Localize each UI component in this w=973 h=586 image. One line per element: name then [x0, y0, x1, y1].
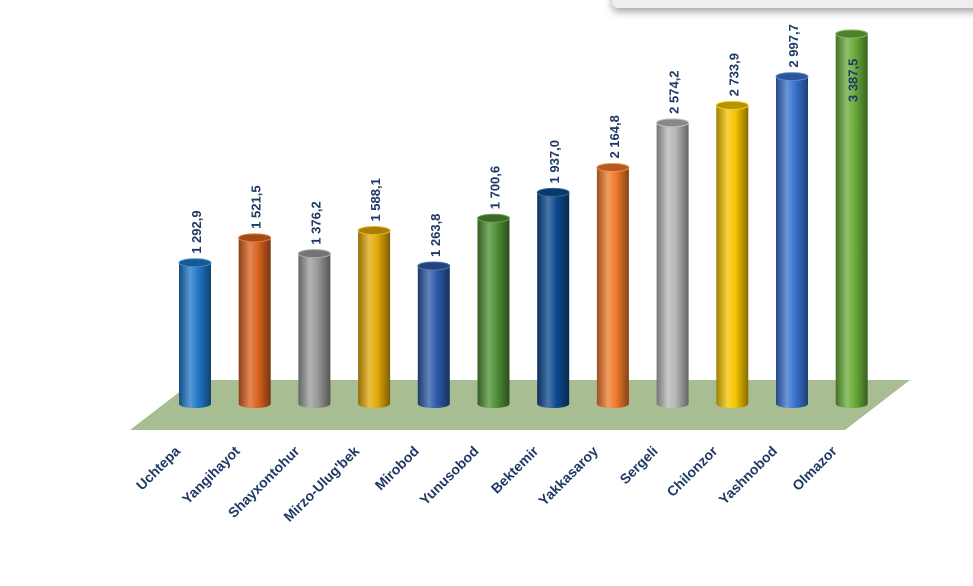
bar-chilonzor: [715, 100, 749, 408]
bar-shayxontohur: [297, 249, 331, 408]
top-panel-edge: [612, 0, 973, 8]
bar-body: [358, 230, 391, 408]
bar-olmazor: [835, 29, 869, 408]
bar-body: [417, 265, 450, 408]
category-label: Sergeli: [616, 443, 660, 487]
bar-body: [596, 167, 629, 408]
bars-group: [178, 29, 869, 409]
bar-sergeli: [656, 118, 690, 408]
value-label: 1 588,1: [368, 178, 383, 221]
bar-body: [537, 192, 570, 408]
bar-top: [178, 258, 212, 268]
bar-yakkasaroy: [596, 163, 630, 408]
value-label: 1 263,8: [428, 214, 443, 257]
category-label: Bektemir: [488, 442, 542, 496]
bar-top: [357, 226, 391, 236]
bar-yunusobod: [477, 213, 510, 408]
value-label: 1 700,6: [488, 166, 503, 209]
bar-bektemir: [536, 187, 570, 408]
category-label: Chilonzor: [663, 442, 720, 499]
bar-body: [238, 237, 271, 408]
bar-top: [656, 118, 690, 128]
bar-yangihayot: [238, 233, 272, 408]
bar-mirobod: [417, 261, 451, 408]
category-label: Olmazor: [789, 442, 840, 493]
category-label: Mirobod: [372, 443, 422, 493]
bar-top: [297, 249, 331, 259]
value-label: 1 521,5: [249, 185, 264, 228]
category-label: Yakkasaroy: [535, 443, 601, 509]
category-labels-group: UchtepaYangihayotShayxontohurMirzo-Ulug'…: [133, 442, 840, 524]
value-label: 3 387,5: [846, 59, 861, 102]
bar-body: [298, 253, 331, 408]
bar-top: [775, 72, 809, 82]
bar-top: [536, 187, 570, 197]
bar-top: [596, 163, 630, 173]
bar-body: [656, 122, 689, 408]
bar-top: [715, 100, 749, 110]
bar-body: [477, 218, 510, 408]
category-label: Yunusobod: [416, 443, 481, 508]
bar-top: [417, 261, 451, 271]
value-label: 2 997,7: [786, 24, 801, 67]
value-label: 2 733,9: [726, 53, 741, 96]
value-label: 1 292,9: [189, 210, 204, 253]
category-label: Yangihayot: [179, 443, 243, 507]
bar-top: [835, 29, 869, 39]
bar-uchtepa: [178, 258, 212, 408]
value-label: 2 164,8: [607, 115, 622, 158]
bar-yashnobod: [775, 72, 809, 409]
value-label: 1 937,0: [547, 140, 562, 183]
bar-body: [179, 262, 211, 408]
value-labels-group: 1 292,9 1 521,5 1 376,2 1 588,1 1 263,8 1 700…: [189, 24, 861, 257]
value-label: 2 574,2: [667, 70, 682, 113]
bar-top: [477, 213, 510, 223]
bar-mirzo-ulug-bek: [357, 226, 391, 408]
bar-body: [776, 76, 808, 409]
bar-body: [716, 105, 749, 408]
bar-body: [835, 34, 868, 408]
bar-top: [238, 233, 272, 243]
value-label: 1 376,2: [308, 201, 323, 244]
category-label: Uchtepa: [133, 443, 184, 494]
category-label: Yashnobod: [715, 443, 780, 508]
